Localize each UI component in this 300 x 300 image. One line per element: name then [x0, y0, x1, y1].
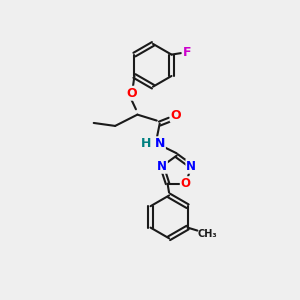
Text: O: O: [126, 87, 137, 100]
Text: H: H: [140, 137, 151, 150]
Text: N: N: [157, 160, 167, 173]
Text: F: F: [183, 46, 191, 59]
Text: O: O: [181, 177, 191, 190]
Text: CH₃: CH₃: [198, 229, 217, 239]
Text: O: O: [171, 109, 182, 122]
Text: N: N: [154, 137, 165, 150]
Text: N: N: [186, 160, 196, 173]
